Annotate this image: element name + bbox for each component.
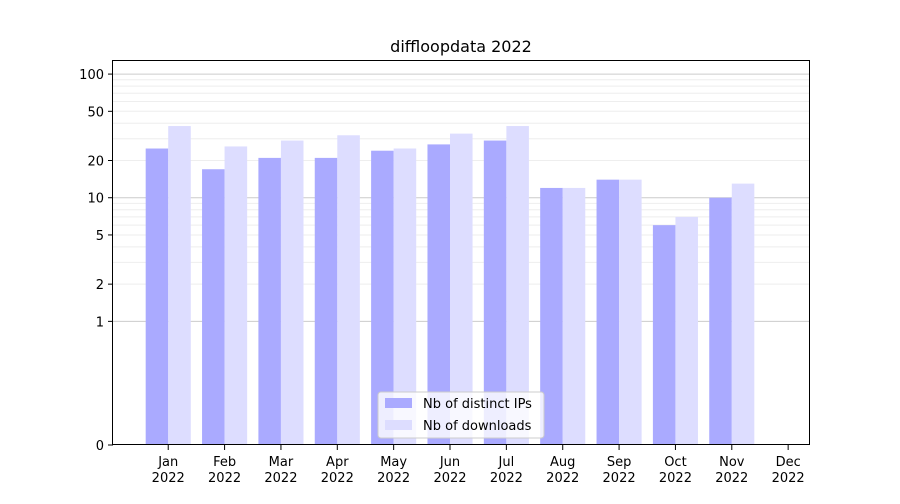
- x-axis: Jan2022Feb2022Mar2022Apr2022May2022Jun20…: [152, 445, 805, 486]
- bar-series-0: [540, 187, 563, 445]
- bar-series-0: [652, 225, 676, 445]
- bar-series-0: [314, 157, 338, 446]
- legend: Nb of distinct IPs Nb of downloads: [377, 391, 545, 439]
- legend-box: [377, 391, 545, 439]
- legend-label-series-0: Nb of distinct IPs: [423, 397, 532, 412]
- x-tick-label-month: Mar: [269, 455, 294, 470]
- legend-label-series-1: Nb of downloads: [423, 419, 532, 434]
- legend-swatch-series-1: [385, 420, 412, 430]
- y-tick-label: 1: [96, 315, 104, 330]
- y-tick-label: 10: [87, 192, 104, 207]
- x-tick-label-year: 2022: [377, 471, 410, 486]
- x-tick-label-year: 2022: [715, 471, 748, 486]
- x-tick-label-month: Jan: [157, 455, 178, 470]
- y-tick-label: 2: [96, 278, 104, 293]
- x-tick-label-year: 2022: [772, 471, 805, 486]
- bar-series-0: [709, 197, 732, 445]
- bar-series-1: [224, 146, 248, 445]
- bar-series-1: [731, 183, 755, 445]
- bar-series-1: [619, 179, 642, 446]
- bar-series-1: [675, 216, 698, 445]
- bar-series-1: [337, 135, 360, 445]
- bar-series-1: [562, 187, 586, 445]
- x-tick-label-month: Jul: [498, 455, 515, 470]
- legend-swatch-series-0: [385, 398, 412, 408]
- bar-series-1: [450, 133, 473, 445]
- y-tick-label: 50: [87, 105, 104, 120]
- x-tick-label-year: 2022: [546, 471, 579, 486]
- x-tick-label-month: Dec: [776, 455, 801, 470]
- x-tick-label-year: 2022: [208, 471, 241, 486]
- x-tick-label-year: 2022: [264, 471, 297, 486]
- bar-series-1: [506, 126, 529, 445]
- bar-series-0: [371, 150, 394, 445]
- bar-series-1: [168, 126, 191, 445]
- bar-series-0: [483, 140, 507, 445]
- y-tick-label: 20: [87, 155, 104, 170]
- y-tick-label: 100: [79, 68, 104, 83]
- bar-series-1: [393, 148, 417, 445]
- x-tick-label-month: Sep: [607, 455, 632, 470]
- x-tick-label-month: Aug: [550, 455, 575, 470]
- x-tick-label-month: Feb: [213, 455, 236, 470]
- x-tick-label-year: 2022: [152, 471, 185, 486]
- y-axis: 0 1 2 5 10 20 50 100: [79, 68, 113, 454]
- chart-title: diffloopdata 2022: [390, 37, 532, 56]
- y-tick-label: 0: [96, 439, 104, 454]
- x-tick-label-year: 2022: [321, 471, 354, 486]
- plot-frame: [112, 60, 810, 445]
- x-tick-label-year: 2022: [603, 471, 636, 486]
- bar-series-0: [202, 169, 225, 445]
- bar-series-1: [280, 140, 304, 445]
- bar-series-0: [596, 179, 620, 446]
- bar-series-0: [258, 157, 281, 446]
- x-tick-label-month: Oct: [664, 455, 686, 470]
- x-tick-label-year: 2022: [490, 471, 523, 486]
- x-tick-label-month: Jun: [439, 455, 460, 470]
- bar-series-0: [145, 148, 169, 445]
- bars: [145, 126, 755, 446]
- x-tick-label-month: Nov: [719, 455, 745, 470]
- bar-series-0: [427, 144, 451, 445]
- x-tick-label-year: 2022: [433, 471, 466, 486]
- x-tick-label-month: May: [380, 455, 407, 470]
- x-tick-label-year: 2022: [659, 471, 692, 486]
- x-tick-label-month: Apr: [326, 455, 349, 470]
- y-tick-label: 5: [96, 229, 104, 244]
